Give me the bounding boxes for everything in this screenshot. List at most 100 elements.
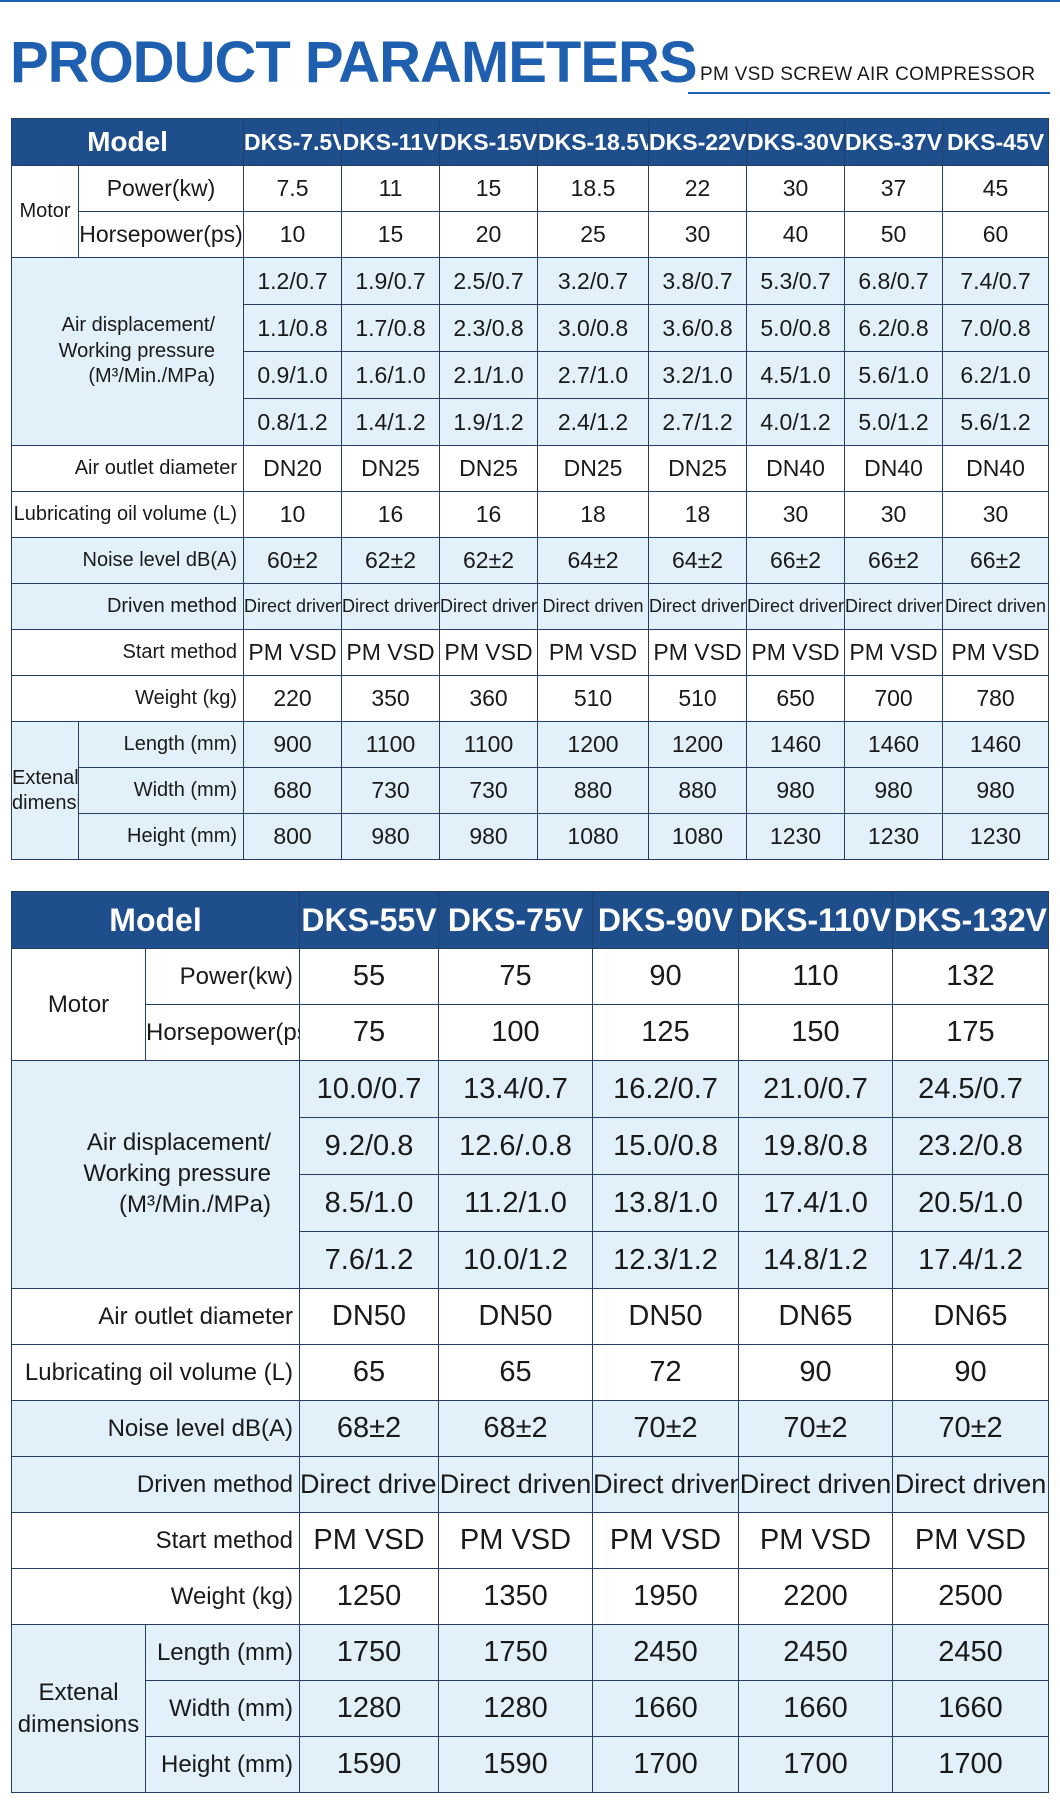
table-cell: 350 <box>341 675 441 722</box>
model-name: DKS-45V <box>942 118 1050 166</box>
table-cell: 90 <box>738 1344 893 1401</box>
table-cell: 10.0/1.2 <box>438 1231 593 1289</box>
table-cell: 360 <box>439 675 539 722</box>
table-cell: DN25 <box>439 445 539 492</box>
table-cell: 880 <box>648 767 748 814</box>
oil-volume-label: Lubricating oil volume (L) <box>10 491 245 538</box>
table-cell: 16.2/0.7 <box>592 1060 739 1118</box>
table-cell: 730 <box>439 767 539 814</box>
table-cell: 10.0/0.7 <box>299 1060 439 1118</box>
table-cell: 70±2 <box>892 1400 1049 1457</box>
air-row: Air displacement/ Working pressure (M³/M… <box>11 1060 1049 1289</box>
table-cell: 650 <box>746 675 846 722</box>
table-cell: Direct driven <box>299 1456 439 1513</box>
table-cell: PM VSD <box>738 1512 893 1569</box>
table-cell: DN50 <box>438 1288 593 1345</box>
weight-row: Weight (kg) 1250 1350 1950 2200 2500 <box>11 1568 1049 1625</box>
table-cell: 64±2 <box>648 537 748 584</box>
table-cell: Direct driven <box>438 1456 593 1513</box>
motor-label: Motor <box>11 948 146 1061</box>
table-cell: 980 <box>341 813 441 860</box>
table-cell: 125 <box>592 1004 739 1061</box>
start-method-label: Start method <box>11 1512 300 1569</box>
table-cell: 30 <box>746 165 846 212</box>
table-cell: 75 <box>299 1004 439 1061</box>
table-cell: 17.4/1.2 <box>892 1231 1049 1289</box>
horsepower-row: Horsepower(ps) 75 100 125 150 175 <box>12 1004 1049 1061</box>
air-displacement-label: Air displacement/ Working pressure (M³/M… <box>10 257 245 446</box>
page-title: PRODUCT PARAMETERS <box>10 30 698 95</box>
external-dimensions-label: Extenal dimensions <box>11 721 79 860</box>
table-cell: 0.8/1.2 <box>243 398 343 446</box>
start-method-row: Start method PM VSD PM VSD PM VSD PM VSD… <box>11 1512 1049 1569</box>
oil-volume-row: Lubricating oil volume (L) 10 16 16 18 1… <box>10 491 1050 538</box>
horsepower-row: Horsepower(ps) 10 15 20 25 30 40 50 60 <box>12 211 1050 258</box>
table-cell: 5.0/0.8 <box>746 304 846 352</box>
table-cell: 55 <box>299 948 439 1005</box>
width-label: Width (mm) <box>145 1680 300 1737</box>
air-outlet-label: Air outlet diameter <box>10 445 245 492</box>
table-cell: 11 <box>341 165 441 212</box>
height-row: Height (mm) 800 980 980 1080 1080 1230 1… <box>11 813 1050 860</box>
table-cell: 2450 <box>592 1624 739 1681</box>
table-cell: 5.6/1.0 <box>844 351 944 399</box>
table-cell: 37 <box>844 165 944 212</box>
table-cell: 175 <box>892 1004 1049 1061</box>
horsepower-label: Horsepower(ps) <box>77 211 245 258</box>
table-cell: 730 <box>341 767 441 814</box>
height-row: Height (mm) 1590 1590 1700 1700 1700 <box>11 1736 1049 1793</box>
spec-table-small-models: Model DKS-7.5V DKS-11V DKS-15V DKS-18.5V… <box>10 118 1050 860</box>
table-cell: Direct driven <box>592 1456 739 1513</box>
table-cell: 980 <box>844 767 944 814</box>
table-cell: 150 <box>738 1004 893 1061</box>
table-cell: 220 <box>243 675 343 722</box>
table-cell: PM VSD <box>844 629 944 676</box>
table-cell: 30 <box>844 491 944 538</box>
table-cell: 1950 <box>592 1568 739 1625</box>
table-cell: 980 <box>942 767 1050 814</box>
table-cell: 900 <box>243 721 343 768</box>
model-name: DKS-55V <box>299 891 439 949</box>
table-cell: 510 <box>537 675 650 722</box>
top-rule <box>0 0 1060 2</box>
model-name: DKS-110V <box>738 891 893 949</box>
table-cell: 6.2/0.8 <box>844 304 944 352</box>
table-cell: 10 <box>243 211 343 258</box>
table-cell: 16 <box>341 491 441 538</box>
table-cell: DN40 <box>844 445 944 492</box>
table-cell: PM VSD <box>648 629 748 676</box>
table-cell: DN25 <box>341 445 441 492</box>
table-cell: PM VSD <box>243 629 343 676</box>
table-cell: 2.5/0.7 <box>439 257 539 305</box>
table-cell: 66±2 <box>844 537 944 584</box>
table-cell: 980 <box>746 767 846 814</box>
table-cell: PM VSD <box>537 629 650 676</box>
table-cell: 1350 <box>438 1568 593 1625</box>
table-cell: 22 <box>648 165 748 212</box>
length-label: Length (mm) <box>77 721 245 768</box>
model-name: DKS-30V <box>746 118 846 166</box>
table-cell: DN25 <box>537 445 650 492</box>
subtitle-underline <box>688 92 1050 94</box>
table-cell: 16 <box>439 491 539 538</box>
table-cell: 2.1/1.0 <box>439 351 539 399</box>
air-displacement-label: Air displacement/ Working pressure (M³/M… <box>11 1060 300 1289</box>
motor-label: Motor <box>11 165 79 258</box>
oil-volume-row: Lubricating oil volume (L) 65 65 72 90 9… <box>11 1344 1049 1401</box>
table-cell: 1230 <box>746 813 846 860</box>
table-cell: 70±2 <box>592 1400 739 1457</box>
table-cell: 132 <box>892 948 1049 1005</box>
table-cell: 65 <box>299 1344 439 1401</box>
height-label: Height (mm) <box>77 813 245 860</box>
weight-row: Weight (kg) 220 350 360 510 510 650 700 … <box>10 675 1050 722</box>
table-cell: 7.5 <box>243 165 343 212</box>
table-cell: 72 <box>592 1344 739 1401</box>
table-cell: 1.6/1.0 <box>341 351 441 399</box>
table-cell: 25 <box>537 211 650 258</box>
table-cell: Direct driven <box>648 583 748 630</box>
table-cell: 1230 <box>942 813 1050 860</box>
table-cell: Direct driven <box>746 583 846 630</box>
table-cell: 1660 <box>592 1680 739 1737</box>
table-cell: Direct driven <box>341 583 441 630</box>
table-cell: 1460 <box>942 721 1050 768</box>
